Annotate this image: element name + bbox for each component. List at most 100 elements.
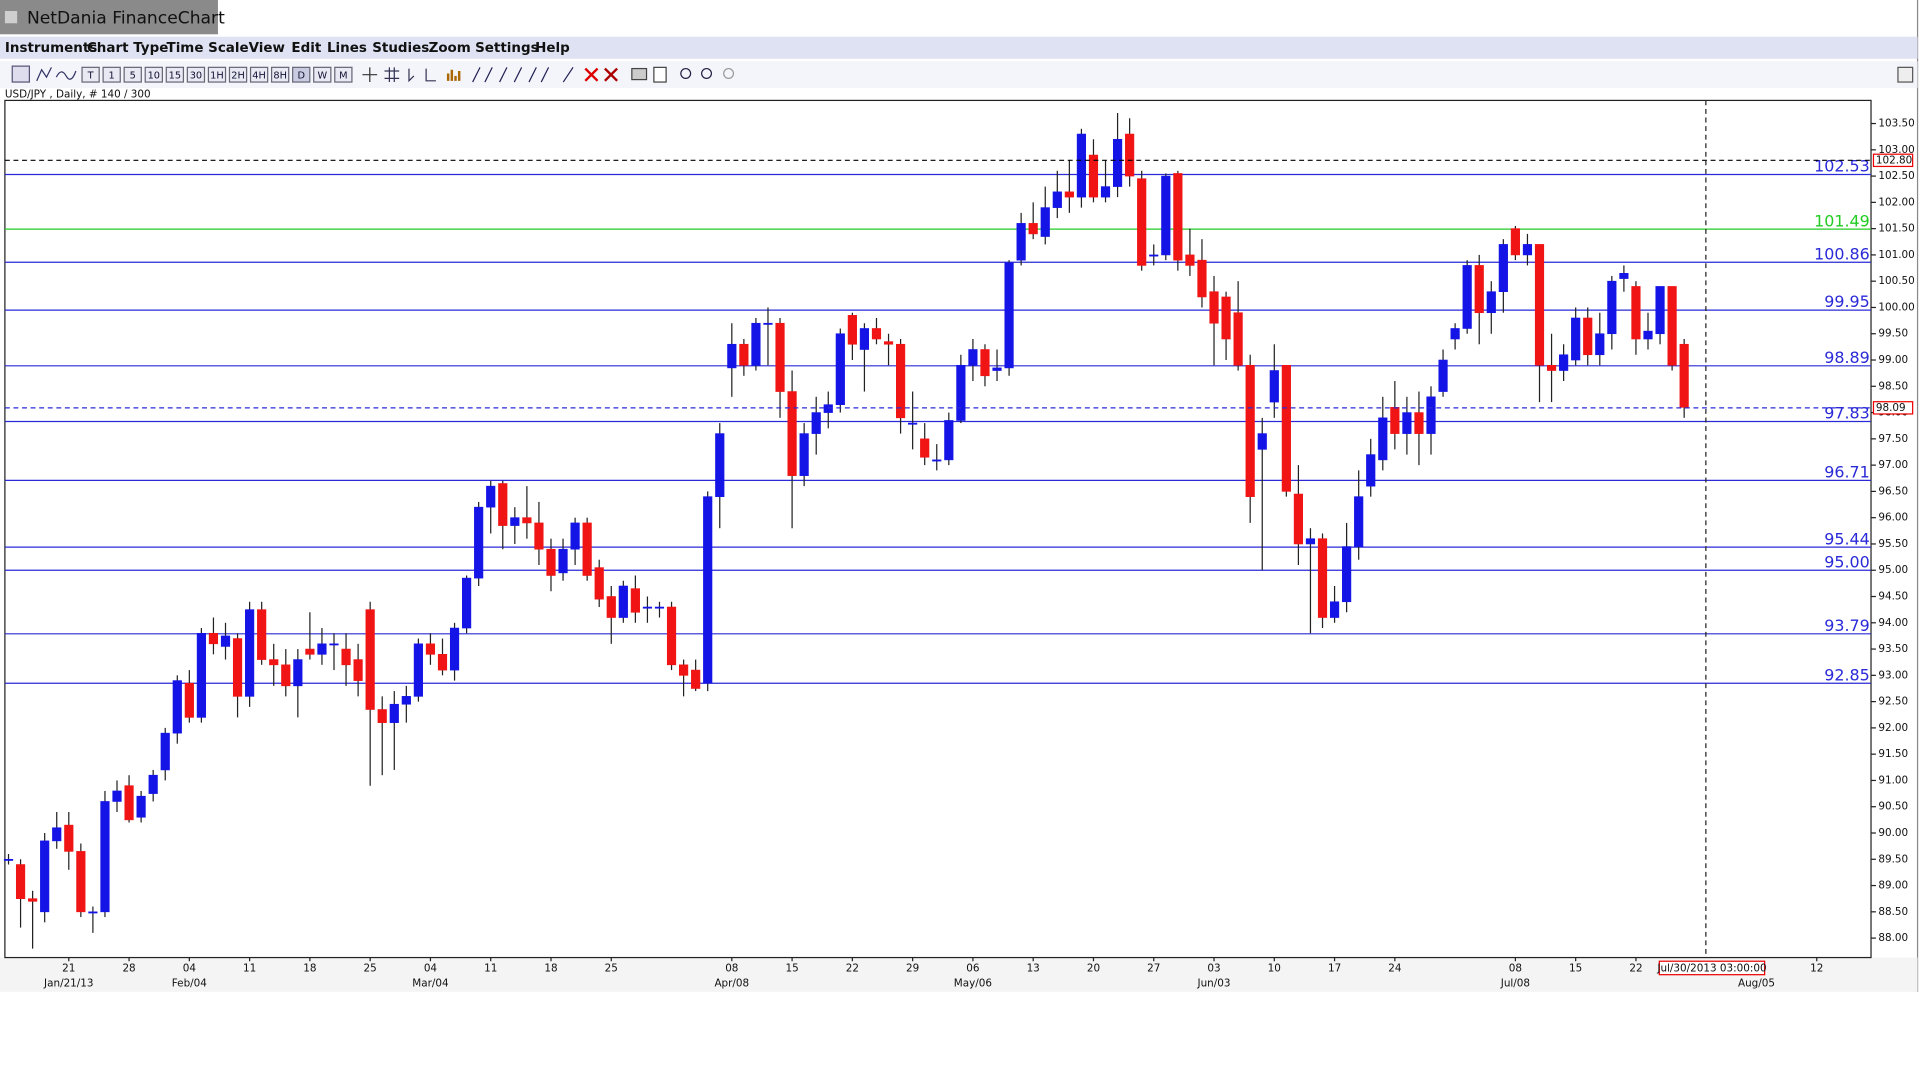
candle-body <box>1305 538 1316 545</box>
x-tick-label: 10 <box>1268 963 1281 975</box>
timescale-button[interactable] <box>249 66 269 83</box>
tool-icon[interactable] <box>384 67 400 83</box>
y-tick-label: 89.50 <box>1878 853 1908 865</box>
level-label: 102.53 <box>1814 157 1870 176</box>
candle-body <box>666 606 677 666</box>
candle-body <box>751 322 761 366</box>
x-tick-label: 12 <box>1810 963 1823 975</box>
y-tick-label: 94.00 <box>1878 617 1908 629</box>
tool-icon[interactable] <box>584 67 599 82</box>
tool-icon[interactable] <box>408 68 415 83</box>
candle-body <box>859 328 870 350</box>
candle-body <box>1233 312 1243 366</box>
menu-item[interactable]: Zoom <box>429 41 471 56</box>
x-tick-label: 04 <box>424 963 438 975</box>
tool-icon[interactable] <box>446 69 461 81</box>
candle-body <box>570 522 580 550</box>
timescale-button[interactable] <box>81 66 100 83</box>
tool-icon[interactable] <box>36 67 52 82</box>
timescale-label: 30 <box>190 70 202 81</box>
candle-body <box>1076 133 1087 198</box>
tool-icon[interactable] <box>55 70 77 80</box>
y-tick-label: 99.50 <box>1878 328 1908 340</box>
candle-body <box>329 643 339 646</box>
candle-body <box>172 680 182 734</box>
candle-body <box>1354 496 1364 547</box>
candle-body <box>160 732 170 771</box>
timescale-button[interactable] <box>228 66 248 83</box>
timescale-label: 10 <box>148 70 160 81</box>
menu-item[interactable]: Help <box>535 41 570 56</box>
candle-body <box>642 606 653 609</box>
timescale-button[interactable] <box>334 66 353 83</box>
timescale-button[interactable] <box>165 66 185 83</box>
candle-body <box>1450 328 1460 340</box>
y-tick-label: 102.00 <box>1878 196 1914 208</box>
candle-body <box>232 638 243 697</box>
menu-item[interactable]: Lines <box>327 41 367 56</box>
menu-item[interactable]: Studies <box>372 41 429 56</box>
candle-body <box>1293 493 1303 545</box>
price-label: 98.09 <box>1876 402 1906 414</box>
tool-icon[interactable] <box>562 67 574 83</box>
x-tick-label: 24 <box>1388 963 1402 975</box>
x-tick-label: 25 <box>364 963 377 975</box>
y-tick-label: 90.50 <box>1878 801 1908 813</box>
timescale-button[interactable] <box>207 66 227 83</box>
candle-body <box>582 522 592 576</box>
timescale-button[interactable] <box>292 66 311 83</box>
tool-icon[interactable] <box>472 67 550 83</box>
timescale-button[interactable] <box>123 66 142 83</box>
tool-icon[interactable] <box>362 67 378 83</box>
timescale-label: 4H <box>252 70 266 81</box>
candle-body <box>510 517 520 526</box>
menu-item[interactable]: Time Scale <box>167 41 249 56</box>
y-tick-label: 101.00 <box>1878 249 1914 261</box>
tool-icon[interactable] <box>631 67 648 81</box>
window-title: NetDania FinanceChart <box>27 8 225 28</box>
candle-body <box>208 632 219 645</box>
candle-body <box>76 851 86 913</box>
y-tick-label: 95.00 <box>1878 564 1908 576</box>
timescale-label: 1H <box>210 70 224 81</box>
candle-body <box>1269 370 1279 403</box>
candle-body <box>895 343 906 419</box>
tool-icon[interactable] <box>11 65 30 83</box>
timescale-button[interactable] <box>144 66 163 83</box>
candle-body <box>3 858 14 861</box>
tool-icon[interactable] <box>653 66 667 83</box>
title-tab <box>0 0 218 35</box>
x-tick-label: 22 <box>1629 963 1642 975</box>
month-label: Mar/04 <box>412 977 449 989</box>
candle-body <box>220 635 231 647</box>
menu-item[interactable]: View <box>249 41 285 56</box>
timescale-button[interactable] <box>313 66 332 83</box>
candle-body <box>691 669 701 689</box>
x-tick-label: 11 <box>243 963 256 975</box>
candle-body <box>1378 417 1388 461</box>
instrument-info: USD/JPY , Daily, # 140 / 300 <box>5 88 151 100</box>
menu-item[interactable]: Chart Type <box>87 41 168 56</box>
timescale-label: W <box>317 70 327 81</box>
tool-icon[interactable] <box>1897 66 1914 83</box>
tool-icon[interactable] <box>723 67 735 79</box>
candle-body <box>425 643 436 655</box>
candle-body <box>811 412 821 434</box>
app-icon <box>4 11 18 24</box>
level-label: 96.71 <box>1824 463 1870 482</box>
candle-body <box>1655 286 1665 335</box>
menu-item[interactable]: Edit <box>291 41 321 56</box>
menu-item[interactable]: Instruments <box>5 41 97 56</box>
timescale-button[interactable] <box>186 66 206 83</box>
tool-icon[interactable] <box>701 67 713 79</box>
tool-icon[interactable] <box>604 67 619 82</box>
y-tick-label: 99.00 <box>1878 354 1908 366</box>
timescale-button[interactable] <box>102 66 121 83</box>
tool-icon[interactable] <box>425 68 436 82</box>
candle-body <box>1546 364 1557 371</box>
menu-item[interactable]: Settings <box>475 41 539 56</box>
timescale-button[interactable] <box>270 66 290 83</box>
tool-icon[interactable] <box>680 67 692 79</box>
candle-body <box>1595 333 1605 356</box>
x-tick-label: 08 <box>1509 963 1522 975</box>
